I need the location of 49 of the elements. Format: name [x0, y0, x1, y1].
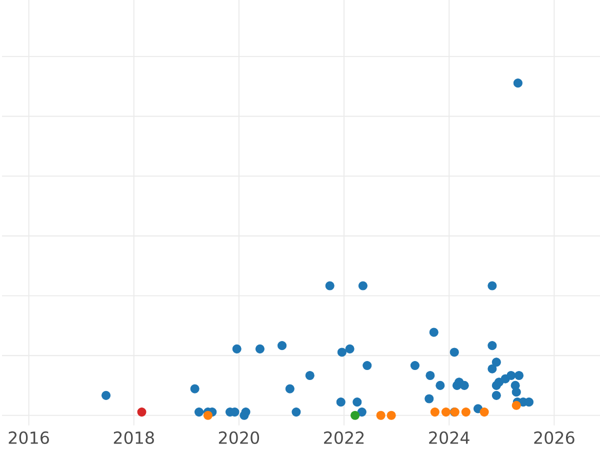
point [362, 360, 372, 370]
point [386, 410, 396, 420]
point [441, 408, 451, 417]
point [514, 370, 524, 380]
x-tick-label: 2022 [324, 431, 364, 444]
point [376, 410, 386, 420]
point [506, 370, 516, 380]
point [292, 408, 301, 417]
point [101, 390, 111, 400]
x-tick-label: 2016 [8, 431, 49, 444]
point [203, 410, 212, 420]
point [429, 328, 438, 337]
point [357, 408, 366, 417]
point [488, 341, 497, 350]
point [426, 370, 435, 380]
point [350, 410, 360, 420]
point [352, 398, 362, 407]
point [345, 344, 354, 354]
point [450, 348, 459, 357]
point [492, 358, 501, 367]
point [430, 408, 440, 417]
point [480, 408, 489, 417]
point [336, 398, 346, 407]
point [488, 364, 497, 374]
point [512, 388, 521, 397]
x-tick-label: 2018 [114, 431, 154, 444]
point [337, 348, 346, 357]
point [512, 400, 521, 410]
point [285, 384, 294, 394]
point [232, 344, 242, 354]
point [410, 360, 420, 370]
point [194, 408, 204, 417]
point [255, 344, 265, 354]
point [436, 380, 445, 390]
point [278, 341, 287, 350]
point [358, 281, 368, 290]
x-tick-label: 2020 [218, 431, 260, 444]
x-tick-label: 2026 [534, 431, 574, 444]
point [488, 281, 497, 290]
point [461, 408, 470, 417]
point [513, 78, 522, 88]
point [325, 281, 334, 290]
point [190, 384, 200, 394]
point [424, 394, 434, 404]
point [460, 380, 469, 390]
x-tick-label: 2024 [429, 431, 470, 444]
point [305, 370, 314, 380]
point [492, 390, 501, 400]
point [137, 408, 146, 417]
